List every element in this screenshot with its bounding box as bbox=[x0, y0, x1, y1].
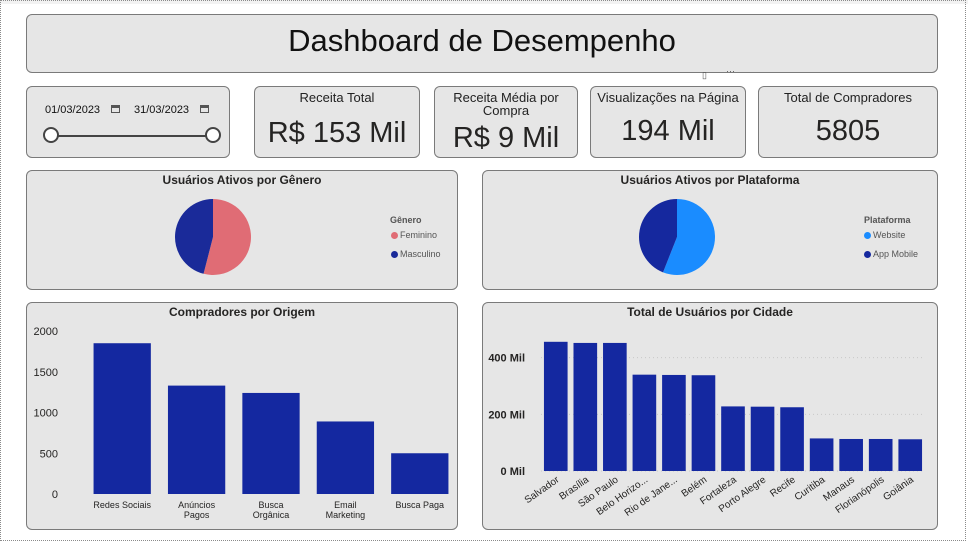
bar[interactable] bbox=[721, 406, 745, 471]
bar[interactable] bbox=[603, 342, 627, 471]
bar-origem-card: Compradores por Origem 0 500 1000 1500 2000 R… bbox=[26, 302, 458, 530]
legend-item-feminino[interactable]: Feminino bbox=[391, 230, 437, 240]
y-tick-label: 400 Mil bbox=[488, 353, 525, 365]
y-tick-label: 0 Mil bbox=[501, 466, 525, 478]
pie-slice-website[interactable] bbox=[663, 199, 715, 275]
bar[interactable] bbox=[391, 453, 449, 494]
bar-cidade-card: Total de Usuários por Cidade 0 Mil 200 Mi… bbox=[482, 302, 938, 530]
date-slider-start-handle[interactable] bbox=[43, 127, 59, 143]
page-title: Dashboard de Desempenho bbox=[288, 23, 676, 58]
legend-label: App Mobile bbox=[873, 249, 919, 259]
y-tick-label: 1000 bbox=[34, 408, 58, 420]
y-tick-label: 500 bbox=[40, 448, 58, 460]
bar[interactable] bbox=[93, 343, 151, 494]
calendar-icon[interactable] bbox=[111, 105, 120, 113]
bar[interactable] bbox=[750, 406, 775, 471]
y-tick-label: 0 bbox=[52, 489, 58, 501]
x-tick-label: Anúncios Pagos bbox=[178, 500, 216, 520]
legend-item-website[interactable]: Website bbox=[864, 230, 905, 240]
chart-title: Usuários Ativos por Plataforma bbox=[620, 173, 800, 187]
kpi-label: Visualizações na Página bbox=[597, 90, 739, 105]
start-date-input[interactable]: 01/03/2023 bbox=[45, 104, 101, 116]
kpi-visualizacoes: Visualizações na Página 194 Mil bbox=[590, 86, 746, 158]
kpi-receita-media: Receita Média por Compra R$ 9 Mil bbox=[434, 86, 578, 158]
legend-title: Gênero bbox=[390, 215, 422, 225]
end-date-input[interactable]: 31/03/2023 bbox=[134, 104, 190, 116]
kpi-label: Total de Compradores bbox=[784, 90, 912, 105]
legend-label: Feminino bbox=[400, 230, 438, 240]
legend-label: Masculino bbox=[400, 249, 441, 259]
x-tick-label: Email Marketing bbox=[326, 500, 366, 520]
bar[interactable] bbox=[316, 421, 375, 494]
bar[interactable] bbox=[662, 374, 686, 471]
chart-title: Compradores por Origem bbox=[168, 305, 316, 319]
bar[interactable] bbox=[632, 374, 657, 471]
kpi-value: R$ 153 Mil bbox=[267, 117, 407, 149]
x-tick-label: Busca Orgânica bbox=[253, 500, 290, 520]
bar[interactable] bbox=[839, 438, 863, 471]
kpi-receita-total: Receita Total R$ 153 Mil bbox=[254, 86, 420, 158]
x-tick-label: Salvador bbox=[523, 474, 562, 506]
bar[interactable] bbox=[242, 392, 300, 494]
y-tick-label: 1500 bbox=[34, 367, 58, 379]
legend-dot-icon bbox=[391, 232, 398, 239]
pie-genero-chart bbox=[175, 199, 252, 275]
date-slider-track[interactable] bbox=[51, 135, 213, 137]
pie-plataforma-chart bbox=[639, 199, 715, 275]
kpi-label: Receita Média por Compra bbox=[453, 90, 559, 118]
x-tick-label: Goiânia bbox=[881, 474, 916, 503]
kpi-value: R$ 9 Mil bbox=[452, 122, 560, 154]
legend-title: Plataforma bbox=[864, 215, 911, 225]
bar[interactable] bbox=[543, 341, 568, 471]
title-card: Dashboard de Desempenho bbox=[26, 14, 938, 73]
focus-mode-icon[interactable]: ▯ bbox=[702, 70, 707, 80]
legend-item-app-mobile[interactable]: App Mobile bbox=[864, 249, 918, 259]
chart-title: Usuários Ativos por Gênero bbox=[162, 173, 322, 187]
legend-dot-icon bbox=[864, 232, 871, 239]
bar[interactable] bbox=[809, 438, 834, 471]
bar[interactable] bbox=[898, 439, 923, 471]
pie-plataforma-card: Usuários Ativos por Plataforma Plataform… bbox=[482, 170, 938, 290]
calendar-icon[interactable] bbox=[200, 105, 209, 113]
bar[interactable] bbox=[868, 438, 893, 471]
kpi-value: 5805 bbox=[815, 115, 881, 147]
x-tick-label: Busca Paga bbox=[396, 500, 445, 510]
y-tick-label: 200 Mil bbox=[488, 409, 525, 421]
date-slider-end-handle[interactable] bbox=[205, 127, 221, 143]
y-tick-label: 2000 bbox=[34, 326, 58, 338]
bar-origem-chart: 0 500 1000 1500 2000 Redes Sociais Anúncios Pag… bbox=[34, 326, 449, 520]
pie-slice-feminino[interactable] bbox=[203, 199, 252, 275]
legend-label: Website bbox=[873, 230, 906, 240]
top-strip bbox=[0, 0, 968, 4]
pie-genero-card: Usuários Ativos por Gênero Gênero Femini… bbox=[26, 170, 458, 290]
kpi-label: Receita Total bbox=[299, 90, 375, 105]
more-options-icon[interactable]: ··· bbox=[726, 66, 735, 76]
chart-title: Total de Usuários por Cidade bbox=[627, 305, 793, 319]
kpi-value: 194 Mil bbox=[621, 115, 715, 147]
legend-item-masculino[interactable]: Masculino bbox=[391, 249, 441, 259]
legend-dot-icon bbox=[391, 251, 398, 258]
bar[interactable] bbox=[691, 375, 716, 471]
x-tick-label: Rio de Jane... bbox=[623, 474, 680, 518]
x-tick-label: Redes Sociais bbox=[93, 500, 151, 510]
pie-slice-app-mobile[interactable] bbox=[639, 199, 677, 273]
bar[interactable] bbox=[573, 342, 598, 471]
legend-dot-icon bbox=[864, 251, 871, 258]
pie-slice-masculino[interactable] bbox=[175, 199, 213, 274]
bar[interactable] bbox=[167, 385, 226, 494]
date-range-slicer[interactable]: 01/03/2023 31/03/2023 bbox=[26, 86, 230, 158]
bar[interactable] bbox=[780, 407, 804, 471]
kpi-total-compradores: Total de Compradores 5805 bbox=[758, 86, 938, 158]
x-tick-label: Curitiba bbox=[793, 474, 828, 503]
